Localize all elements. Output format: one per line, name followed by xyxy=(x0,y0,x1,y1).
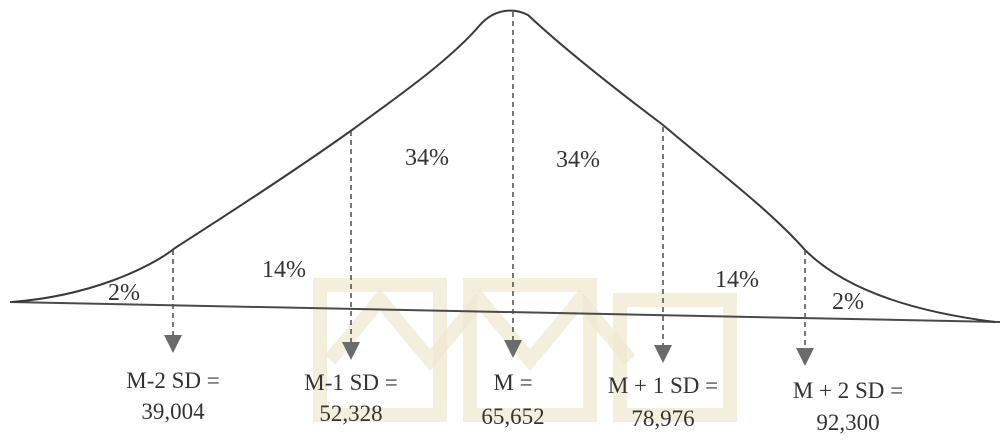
arrow-down-icon xyxy=(796,348,814,366)
guide-m-plus-2sd xyxy=(796,250,814,366)
marker-formula: M + 1 SD = xyxy=(608,373,718,398)
marker-value: 65,652 xyxy=(481,404,544,429)
bell-curve xyxy=(11,9,996,323)
guide-m-minus-1sd xyxy=(342,131,360,360)
region-label-left: 14% xyxy=(262,257,306,283)
guide-m-minus-2sd xyxy=(164,250,182,353)
region-label-center-right: 34% xyxy=(556,147,600,173)
marker-formula: M-2 SD = xyxy=(126,368,219,393)
marker-value: 39,004 xyxy=(141,399,205,424)
arrow-down-icon xyxy=(342,342,360,360)
arrow-down-icon xyxy=(654,345,672,363)
watermark-logo xyxy=(313,278,737,422)
baseline xyxy=(9,301,1001,323)
arrow-down-icon xyxy=(164,335,182,353)
marker-m-minus-1sd: M-1 SD = 52,328 xyxy=(304,370,397,426)
arrow-down-icon xyxy=(504,340,522,358)
marker-m-minus-2sd: M-2 SD = 39,004 xyxy=(126,368,219,424)
marker-mean: M = 65,652 xyxy=(481,370,544,429)
region-label-far-left: 2% xyxy=(108,280,140,306)
marker-formula: M-1 SD = xyxy=(304,370,397,395)
marker-formula: M = xyxy=(493,370,532,395)
guide-mean xyxy=(504,12,522,358)
marker-value: 92,300 xyxy=(816,410,879,435)
marker-m-plus-2sd: M + 2 SD = 92,300 xyxy=(793,378,903,435)
marker-m-plus-1sd: M + 1 SD = 78,976 xyxy=(608,373,718,431)
marker-formula: M + 2 SD = xyxy=(793,378,903,403)
region-label-far-right: 2% xyxy=(832,289,864,315)
guide-m-plus-1sd xyxy=(654,127,672,363)
marker-value: 52,328 xyxy=(319,401,382,426)
region-label-center-left: 34% xyxy=(405,145,449,171)
marker-value: 78,976 xyxy=(631,406,694,431)
region-label-right: 14% xyxy=(715,267,759,293)
